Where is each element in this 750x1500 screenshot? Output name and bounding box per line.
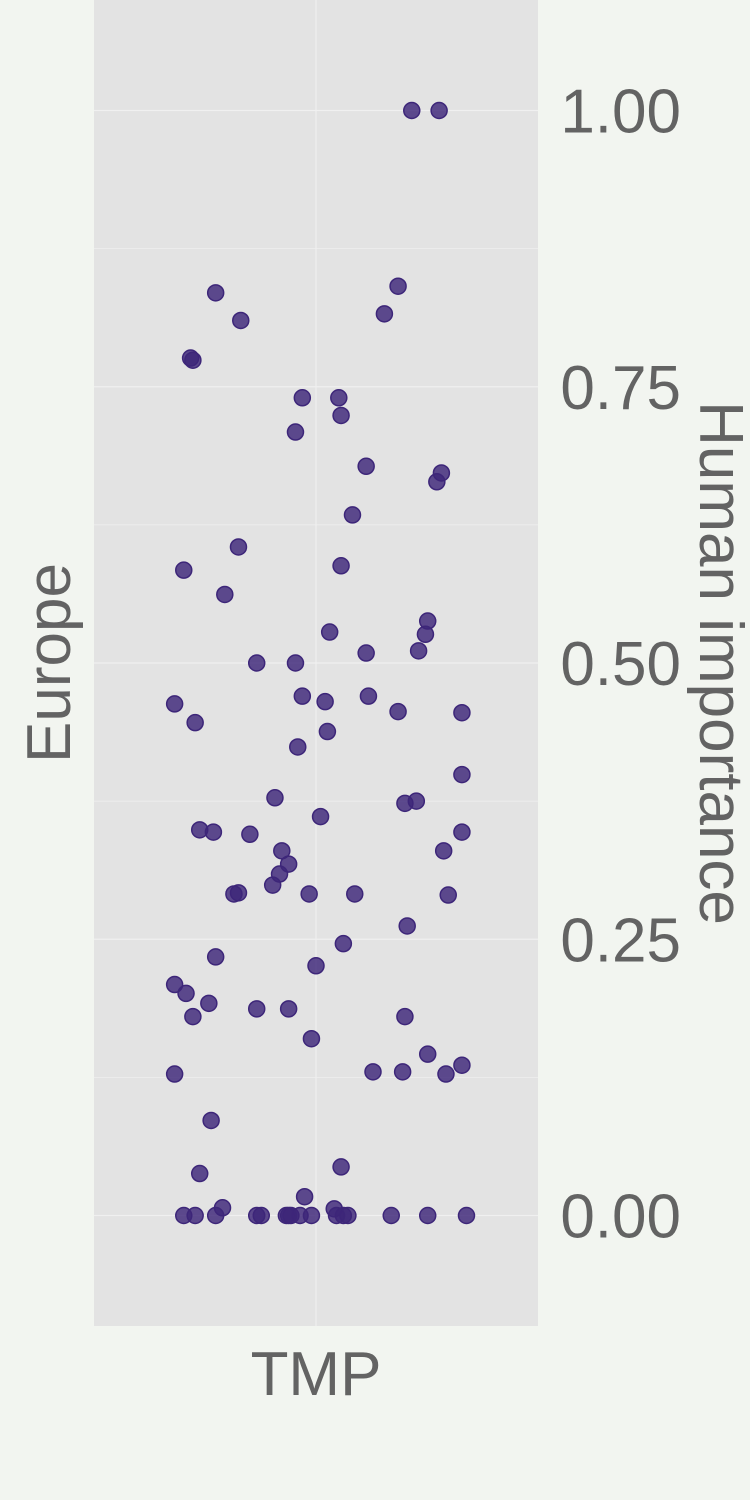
- data-point: [216, 585, 234, 604]
- data-point: [229, 538, 248, 556]
- data-point: [409, 642, 428, 660]
- data-point: [190, 1164, 209, 1183]
- data-point: [316, 692, 334, 711]
- data-point: [434, 842, 453, 860]
- data-point: [204, 823, 223, 841]
- data-point: [247, 1206, 266, 1225]
- data-point: [407, 792, 426, 810]
- data-point: [453, 1056, 471, 1074]
- data-point: [202, 1111, 220, 1130]
- data-point: [279, 1000, 298, 1018]
- y-tick-label: 0.25: [560, 906, 681, 975]
- data-point: [293, 687, 312, 705]
- data-point: [389, 277, 407, 295]
- grid-lines: [94, 0, 538, 1326]
- data-point: [320, 623, 339, 641]
- data-point: [393, 1063, 412, 1081]
- data-points: [165, 101, 476, 1225]
- data-point: [184, 351, 202, 369]
- data-point: [343, 506, 362, 524]
- data-point: [300, 885, 318, 903]
- data-point: [418, 1045, 437, 1063]
- data-point: [186, 713, 204, 732]
- data-point: [266, 789, 284, 807]
- y-axis-label: Human importance: [686, 401, 750, 925]
- data-point: [247, 1000, 266, 1018]
- data-point: [241, 825, 259, 844]
- data-point: [332, 1158, 350, 1176]
- data-point: [293, 389, 312, 407]
- data-point: [437, 1065, 455, 1083]
- data-point: [430, 101, 448, 120]
- data-point: [332, 406, 350, 425]
- data-point: [177, 984, 195, 1003]
- data-point: [359, 687, 378, 705]
- data-point: [389, 702, 407, 721]
- y-tick-label: 0.75: [560, 354, 681, 423]
- y-tick-label: 1.00: [560, 78, 681, 147]
- data-point: [295, 1187, 314, 1206]
- data-point: [165, 695, 184, 713]
- data-point: [396, 1007, 414, 1026]
- x-axis-label: TMP: [251, 1340, 382, 1409]
- data-point: [330, 389, 348, 407]
- data-point: [206, 1206, 225, 1225]
- data-point: [327, 1206, 346, 1225]
- data-point: [286, 654, 305, 672]
- data-point: [439, 886, 457, 904]
- data-point: [286, 423, 305, 441]
- data-point: [357, 644, 375, 662]
- data-point: [175, 561, 193, 579]
- data-point: [206, 948, 225, 966]
- data-point: [263, 876, 282, 894]
- data-point: [186, 1206, 204, 1225]
- data-point: [398, 917, 416, 935]
- data-point: [279, 1206, 298, 1225]
- data-point: [311, 807, 330, 826]
- data-point: [418, 1206, 437, 1225]
- data-point: [346, 885, 364, 903]
- data-point: [453, 765, 471, 784]
- y-tick-label: 0.50: [560, 630, 681, 699]
- data-point: [416, 625, 435, 644]
- data-point: [403, 101, 421, 120]
- data-point: [357, 457, 375, 476]
- data-point: [165, 975, 184, 994]
- data-point: [206, 284, 225, 302]
- data-point: [225, 885, 243, 903]
- data-point: [318, 722, 337, 741]
- y-tick-label: 0.00: [560, 1183, 681, 1252]
- data-point: [200, 994, 218, 1013]
- data-point: [232, 311, 250, 330]
- data-point: [289, 738, 307, 756]
- data-point: [364, 1063, 382, 1081]
- data-point: [382, 1206, 400, 1225]
- data-point: [453, 703, 471, 722]
- data-point: [302, 1029, 321, 1048]
- data-point: [165, 1065, 184, 1083]
- data-point: [457, 1206, 476, 1225]
- y-tick-labels: 0.00 0.25 0.50 0.75 1.00: [560, 78, 681, 1252]
- data-point: [332, 557, 350, 575]
- data-point: [334, 934, 353, 953]
- data-point: [428, 473, 446, 491]
- facet-label: Europe: [15, 563, 84, 763]
- data-point: [375, 305, 394, 323]
- data-point: [302, 1206, 321, 1225]
- data-point: [247, 654, 266, 672]
- data-point: [453, 823, 471, 841]
- data-point: [184, 1007, 202, 1026]
- data-point: [307, 957, 325, 975]
